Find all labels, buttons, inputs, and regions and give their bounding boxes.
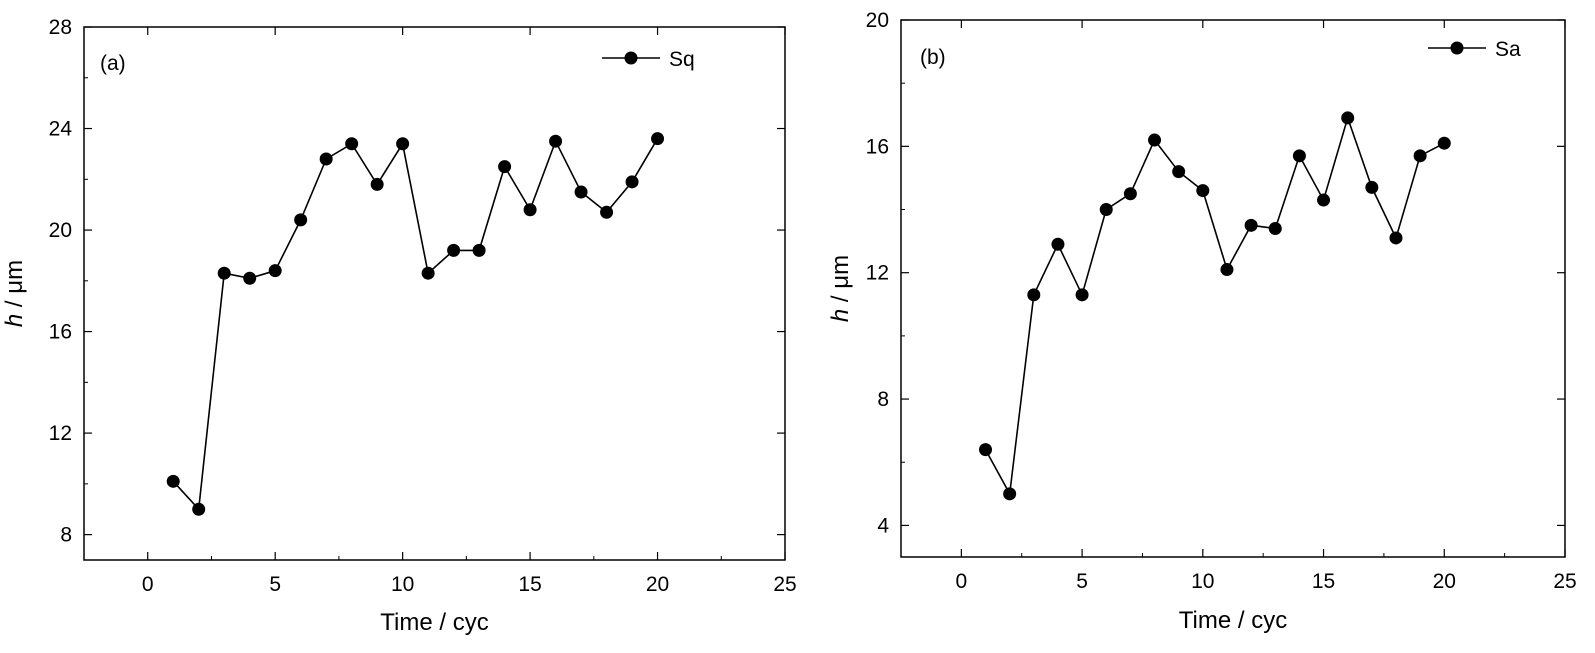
data-point: [1389, 231, 1403, 245]
y-tick-label: 4: [877, 514, 889, 537]
x-tick-label: 20: [1433, 570, 1456, 593]
panel-label: (b): [920, 46, 946, 69]
y-tick-label: 8: [877, 388, 889, 411]
data-point: [1123, 187, 1137, 201]
y-tick-label: 20: [49, 219, 72, 242]
x-tick-label: 10: [1191, 570, 1214, 593]
data-point: [625, 175, 639, 189]
x-axis-label: Time / cyc: [380, 609, 488, 636]
data-point: [1317, 193, 1331, 207]
data-point: [651, 132, 665, 146]
series-line-sa: [984, 115, 1445, 497]
data-point: [192, 502, 206, 516]
x-tick-label: 20: [646, 573, 669, 596]
data-point: [523, 203, 537, 217]
y-axis-label-symbol: h: [827, 309, 854, 322]
data-point: [370, 177, 384, 191]
y-axis-label-unit: / μm: [827, 255, 854, 309]
x-tick-label: 15: [1312, 570, 1335, 593]
data-point: [319, 152, 333, 166]
y-tick-label: 28: [49, 16, 72, 39]
y-axis-label: h / μm: [1, 260, 28, 327]
x-axis-label: Time / cyc: [1179, 607, 1287, 634]
y-tick-label: 20: [866, 9, 889, 32]
data-point: [396, 137, 410, 151]
x-tick-label: 5: [1076, 570, 1088, 593]
panel-label: (a): [100, 52, 126, 75]
y-tick-label: 12: [49, 422, 72, 445]
data-point: [1051, 237, 1065, 251]
data-point: [1220, 263, 1234, 277]
x-tick-label: 15: [518, 573, 541, 596]
data-point: [294, 213, 308, 227]
legend-marker: [624, 51, 638, 65]
data-point: [498, 160, 512, 174]
y-tick-label: 16: [49, 321, 72, 344]
data-point: [1244, 218, 1258, 232]
x-tick-label: 25: [773, 573, 796, 596]
data-point: [1027, 288, 1041, 302]
y-axis-label-symbol: h: [1, 314, 28, 327]
y-tick-label: 16: [866, 135, 889, 158]
data-point: [1172, 165, 1186, 179]
data-point: [447, 243, 461, 257]
data-point: [1148, 133, 1162, 147]
y-tick-label: 24: [49, 118, 73, 141]
data-point: [217, 266, 231, 280]
data-point: [268, 264, 282, 278]
data-point: [243, 271, 257, 285]
data-point: [1365, 180, 1379, 194]
panel-a: 0 5 10 15 20 25 8 12 16 20 24 28 Sq (a) Time / cyc h / …: [1, 16, 797, 636]
data-point: [166, 474, 180, 488]
data-point: [421, 266, 435, 280]
panel-b: 0 5 10 15 20 25 4 8 12 16 20 Sa (b) Time / cyc h / μm: [827, 9, 1577, 634]
x-tick-label: 10: [391, 573, 414, 596]
legend-marker: [1450, 41, 1464, 55]
data-point: [600, 205, 614, 219]
data-point: [1437, 136, 1451, 150]
y-tick-label: 12: [866, 262, 889, 285]
data-point: [1099, 203, 1113, 217]
legend-label: Sa: [1495, 38, 1521, 61]
y-axis-label: h / μm: [827, 255, 854, 322]
data-point: [1075, 288, 1089, 302]
data-point: [1413, 149, 1427, 163]
data-point: [979, 443, 993, 457]
plot-frame: [83, 26, 786, 561]
data-point: [472, 243, 486, 257]
x-tick-label: 0: [142, 573, 154, 596]
data-point: [1196, 184, 1210, 198]
data-point: [345, 137, 359, 151]
data-point: [549, 134, 563, 148]
x-tick-label: 0: [956, 570, 968, 593]
data-point: [1292, 149, 1306, 163]
x-tick-label: 25: [1553, 570, 1576, 593]
data-point: [1003, 487, 1017, 501]
x-tick-label: 5: [269, 573, 281, 596]
y-tick-label: 8: [60, 524, 72, 547]
data-point: [1268, 221, 1282, 235]
data-point: [1341, 111, 1355, 125]
legend-label: Sq: [669, 48, 695, 71]
plot-frame: [900, 19, 1566, 558]
data-point: [574, 185, 588, 199]
y-axis-label-unit: / μm: [1, 260, 28, 314]
